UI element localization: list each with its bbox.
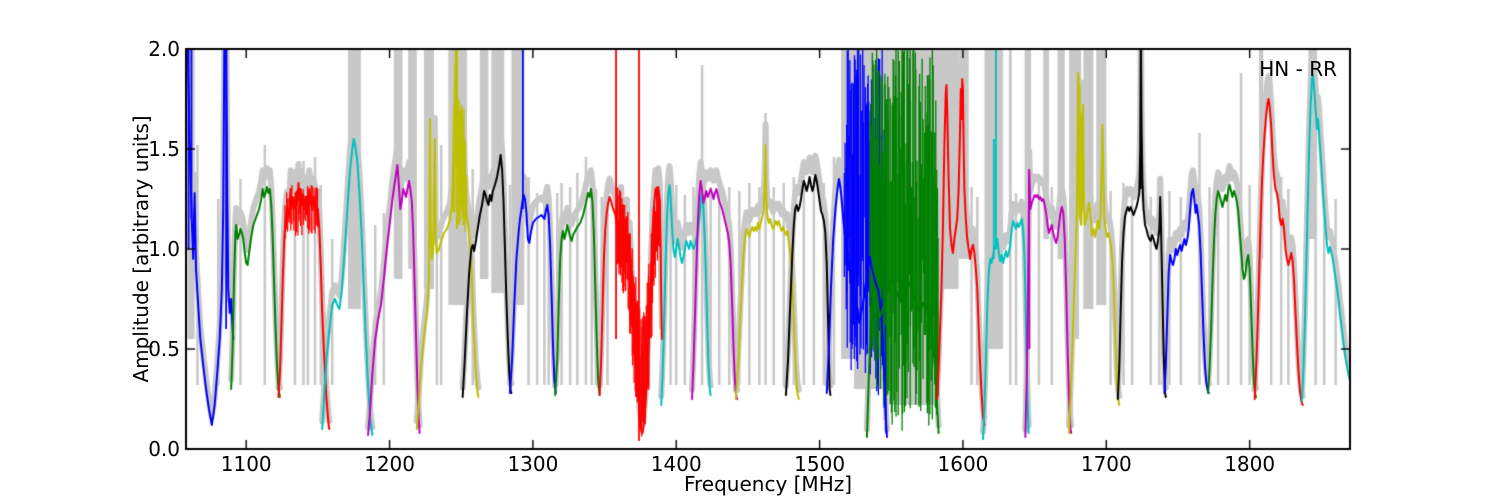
x-tick-label: 1500 bbox=[794, 452, 846, 476]
y-tick-label: 0.5 bbox=[148, 337, 180, 361]
x-tick-label: 1600 bbox=[937, 452, 989, 476]
y-tick-label: 1.5 bbox=[148, 137, 180, 161]
y-tick-label: 1.0 bbox=[148, 237, 180, 261]
x-tick-label: 1100 bbox=[220, 452, 272, 476]
x-tick-label: 1400 bbox=[650, 452, 702, 476]
x-tick-label: 1300 bbox=[507, 452, 559, 476]
x-axis-label: Frequency [MHz] bbox=[683, 472, 853, 496]
x-tick-label: 1200 bbox=[364, 452, 415, 476]
correlation-label: HN - RR bbox=[1259, 57, 1337, 81]
x-tick-label: 1700 bbox=[1080, 452, 1132, 476]
y-tick-label: 0.0 bbox=[148, 437, 180, 461]
y-tick-label: 2.0 bbox=[148, 37, 180, 61]
x-tick-label: 1800 bbox=[1224, 452, 1276, 476]
